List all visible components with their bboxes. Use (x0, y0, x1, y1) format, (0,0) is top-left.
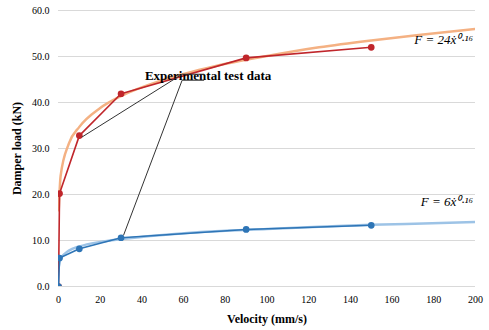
svg-text:0.0: 0.0 (37, 281, 50, 292)
svg-text:40.0: 40.0 (32, 97, 50, 108)
svg-text:100: 100 (260, 294, 275, 305)
svg-text:Experimental test data: Experimental test data (145, 68, 272, 83)
svg-text:160: 160 (385, 294, 400, 305)
svg-text:30.0: 30.0 (32, 143, 50, 154)
svg-text:50.0: 50.0 (32, 51, 50, 62)
svg-text:20: 20 (95, 294, 105, 305)
svg-text:Velocity (mm/s): Velocity (mm/s) (227, 312, 307, 326)
svg-text:F = 6ẋ⁰·¹⁶: F = 6ẋ⁰·¹⁶ (420, 194, 474, 209)
svg-text:40: 40 (137, 294, 147, 305)
svg-text:60: 60 (179, 294, 189, 305)
svg-text:200: 200 (468, 294, 483, 305)
svg-text:180: 180 (426, 294, 441, 305)
svg-text:60.0: 60.0 (32, 5, 50, 16)
svg-text:80: 80 (220, 294, 230, 305)
svg-text:140: 140 (343, 294, 358, 305)
svg-text:F = 24ẋ⁰·¹⁶: F = 24ẋ⁰·¹⁶ (413, 32, 473, 47)
svg-text:20.0: 20.0 (32, 189, 50, 200)
svg-text:Damper load (kN): Damper load (kN) (10, 102, 24, 195)
svg-text:10.0: 10.0 (32, 235, 50, 246)
svg-text:0: 0 (56, 294, 61, 305)
svg-text:120: 120 (301, 294, 316, 305)
